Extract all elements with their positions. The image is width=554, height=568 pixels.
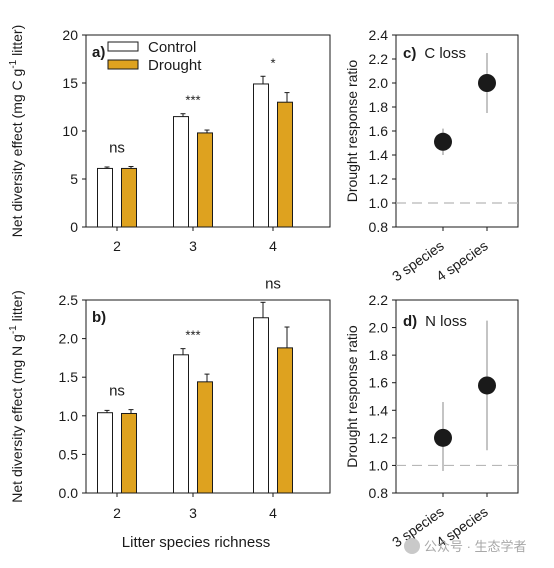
- y-tick-label: 2.0: [369, 75, 389, 91]
- panel-label-d: d) N loss: [403, 313, 467, 330]
- y-axis-label-d: Drought response ratio: [344, 325, 360, 468]
- watermark-text: 公众号 · 生态学者: [424, 539, 527, 554]
- y-tick-label: 1.6: [369, 375, 389, 391]
- x-tick-label: 4: [269, 505, 277, 521]
- y-axis-label-c: Drought response ratio: [344, 60, 360, 203]
- panel-a: 0 5 10 15 20 Net diversity effect (mg C g-1 l…: [8, 25, 331, 254]
- y-tick-label: 1.2: [369, 171, 389, 187]
- panel-label-c: c) C loss: [403, 45, 466, 62]
- y-tick-label: 1.0: [59, 408, 79, 424]
- bar-drought-3: [197, 132, 213, 228]
- legend-label-drought: Drought: [148, 57, 202, 74]
- data-point: [434, 132, 452, 151]
- y-tick-label: 20: [62, 27, 78, 43]
- bar-control-2: [97, 412, 113, 494]
- bar-control-3: [173, 354, 189, 494]
- bar-drought-2: [121, 412, 137, 494]
- figure-layer: 0 5 10 15 20 Net diversity effect (mg C g-1 l…: [8, 25, 519, 550]
- x-tick-label: 2: [113, 238, 121, 254]
- bar-drought-4: [277, 347, 293, 494]
- data-point: [434, 428, 452, 447]
- x-tick-label: 3: [189, 238, 197, 254]
- plot-frame-d: [395, 299, 519, 494]
- bar-drought-4: [277, 101, 293, 228]
- significance-label: *: [270, 55, 275, 70]
- y-tick-label: 0.5: [59, 446, 79, 462]
- wechat-icon: [404, 538, 420, 554]
- significance-label: ***: [185, 93, 200, 108]
- y-tick-label: 0.8: [369, 219, 389, 235]
- panel-b: 0.0 0.5 1.0 1.5 2.0 2.5 Net diversity effect (…: [8, 275, 331, 521]
- y-axis-label-b: Net diversity effect (mg N g-1 litter): [8, 290, 25, 502]
- y-tick-label: 2.0: [369, 320, 389, 336]
- y-tick-label: 1.8: [369, 99, 389, 115]
- bar-drought-2: [121, 167, 137, 228]
- bar-control-3: [173, 116, 189, 228]
- legend-label-control: Control: [148, 39, 196, 56]
- x-tick-label: 3: [189, 505, 197, 521]
- significance-label: ns: [265, 275, 281, 292]
- x-axis-label: Litter species richness: [122, 534, 270, 551]
- bar-control-4: [253, 83, 269, 228]
- y-tick-label: 0: [70, 219, 78, 235]
- y-tick-label: 0.0: [59, 485, 79, 501]
- data-point: [478, 74, 496, 92]
- bar-control-2: [97, 167, 113, 228]
- data-point: [478, 376, 496, 395]
- legend-swatch-control: [107, 41, 139, 52]
- x-tick-label: 4: [269, 238, 277, 254]
- panel-label-a: a): [92, 44, 105, 61]
- y-tick-label: 1.0: [369, 457, 389, 473]
- panel-label-b: b): [92, 309, 106, 326]
- y-tick-label: 1.5: [59, 369, 79, 385]
- y-tick-label: 2.5: [59, 292, 79, 308]
- y-tick-label: 15: [62, 75, 78, 91]
- y-tick-label: 2.0: [59, 331, 79, 347]
- y-tick-label: 1.0: [369, 195, 389, 211]
- watermark: 公众号 · 生态学者: [404, 538, 527, 554]
- y-tick-label: 1.8: [369, 347, 389, 363]
- legend-swatch-drought: [107, 59, 139, 70]
- plot-frame-c: [395, 34, 519, 228]
- bar-drought-3: [197, 381, 213, 494]
- bar-control-4: [253, 317, 269, 494]
- significance-label: ***: [185, 328, 200, 343]
- y-tick-label: 5: [70, 171, 78, 187]
- y-tick-label: 1.4: [369, 147, 389, 163]
- y-tick-label: 0.8: [369, 485, 389, 501]
- y-tick-label: 2.4: [369, 27, 389, 43]
- panel-c: 0.8 1.0 1.2 1.4 1.6 1.8 2.0 2.2 2.4 Drought respo…: [344, 27, 519, 284]
- significance-label: ns: [109, 140, 125, 157]
- y-tick-label: 1.2: [369, 430, 389, 446]
- y-tick-label: 1.4: [369, 402, 389, 418]
- y-tick-label: 10: [62, 123, 78, 139]
- y-axis-label-a: Net diversity effect (mg C g-1 litter): [8, 25, 25, 237]
- panel-d: 0.8 1.0 1.2 1.4 1.6 1.8 2.0 2.2 Drought response…: [344, 292, 519, 550]
- x-tick-label: 2: [113, 505, 121, 521]
- y-tick-label: 1.6: [369, 123, 389, 139]
- y-tick-label: 2.2: [369, 51, 389, 67]
- significance-label: ns: [109, 383, 125, 400]
- y-tick-label: 2.2: [369, 292, 389, 308]
